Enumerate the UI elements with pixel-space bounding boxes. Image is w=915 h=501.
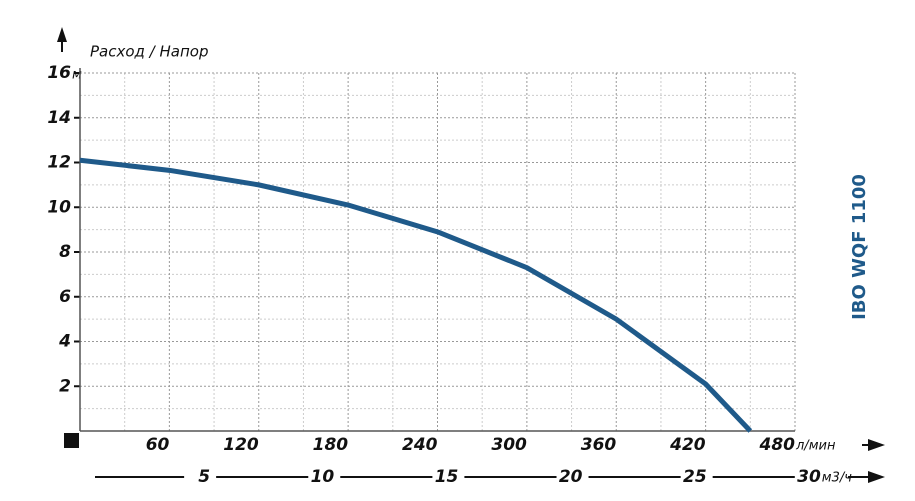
- x-unit: л/мин: [795, 439, 836, 454]
- x-tick-label: 480: [759, 435, 796, 455]
- y-tick-label: 16: [47, 63, 71, 83]
- x2-label-bg: [308, 467, 341, 487]
- y-tick-label: 10: [47, 197, 71, 217]
- y-tick-label: 8: [59, 242, 71, 262]
- x2-tick-label: 10: [311, 467, 335, 487]
- x2-tick-label: 5: [198, 467, 210, 487]
- x2-label-bg: [556, 467, 589, 487]
- x2-tick-label: 20: [559, 467, 583, 487]
- x2-label-bg: [680, 467, 713, 487]
- x-tick-label: 240: [402, 435, 438, 455]
- y-unit: м: [72, 68, 82, 83]
- x-arrow: [868, 439, 885, 451]
- x2-unit: м3/ч: [822, 471, 852, 486]
- y-arrow: [57, 27, 67, 42]
- x-tick-label: 180: [313, 435, 349, 455]
- x2-tick-label: 30: [797, 467, 821, 487]
- y-tick-label: 4: [58, 332, 71, 352]
- origin-square: [64, 433, 79, 448]
- y-tick-label: 2: [59, 376, 71, 396]
- y-tick-label: 12: [47, 153, 71, 173]
- x2-label-bg: [794, 467, 870, 487]
- x2-arrow: [868, 471, 885, 483]
- x-tick-label: 420: [669, 435, 706, 455]
- x-tick-label: 360: [581, 435, 617, 455]
- x2-label-bg: [184, 467, 217, 487]
- x-tick-label: 300: [491, 435, 527, 455]
- x2-tick-label: 25: [683, 467, 707, 487]
- x-tick-label: 60: [146, 435, 170, 455]
- curve: [79, 157, 753, 433]
- x-tick-label: 120: [223, 435, 259, 455]
- y-tick-label: 6: [59, 287, 71, 307]
- y-tick-label: 14: [47, 108, 71, 128]
- x2-label-bg: [432, 467, 465, 487]
- x2-tick-label: 15: [435, 467, 459, 487]
- y-label: Расход / Напор: [90, 43, 208, 61]
- chart-title: IBO WQF 1100: [849, 174, 870, 320]
